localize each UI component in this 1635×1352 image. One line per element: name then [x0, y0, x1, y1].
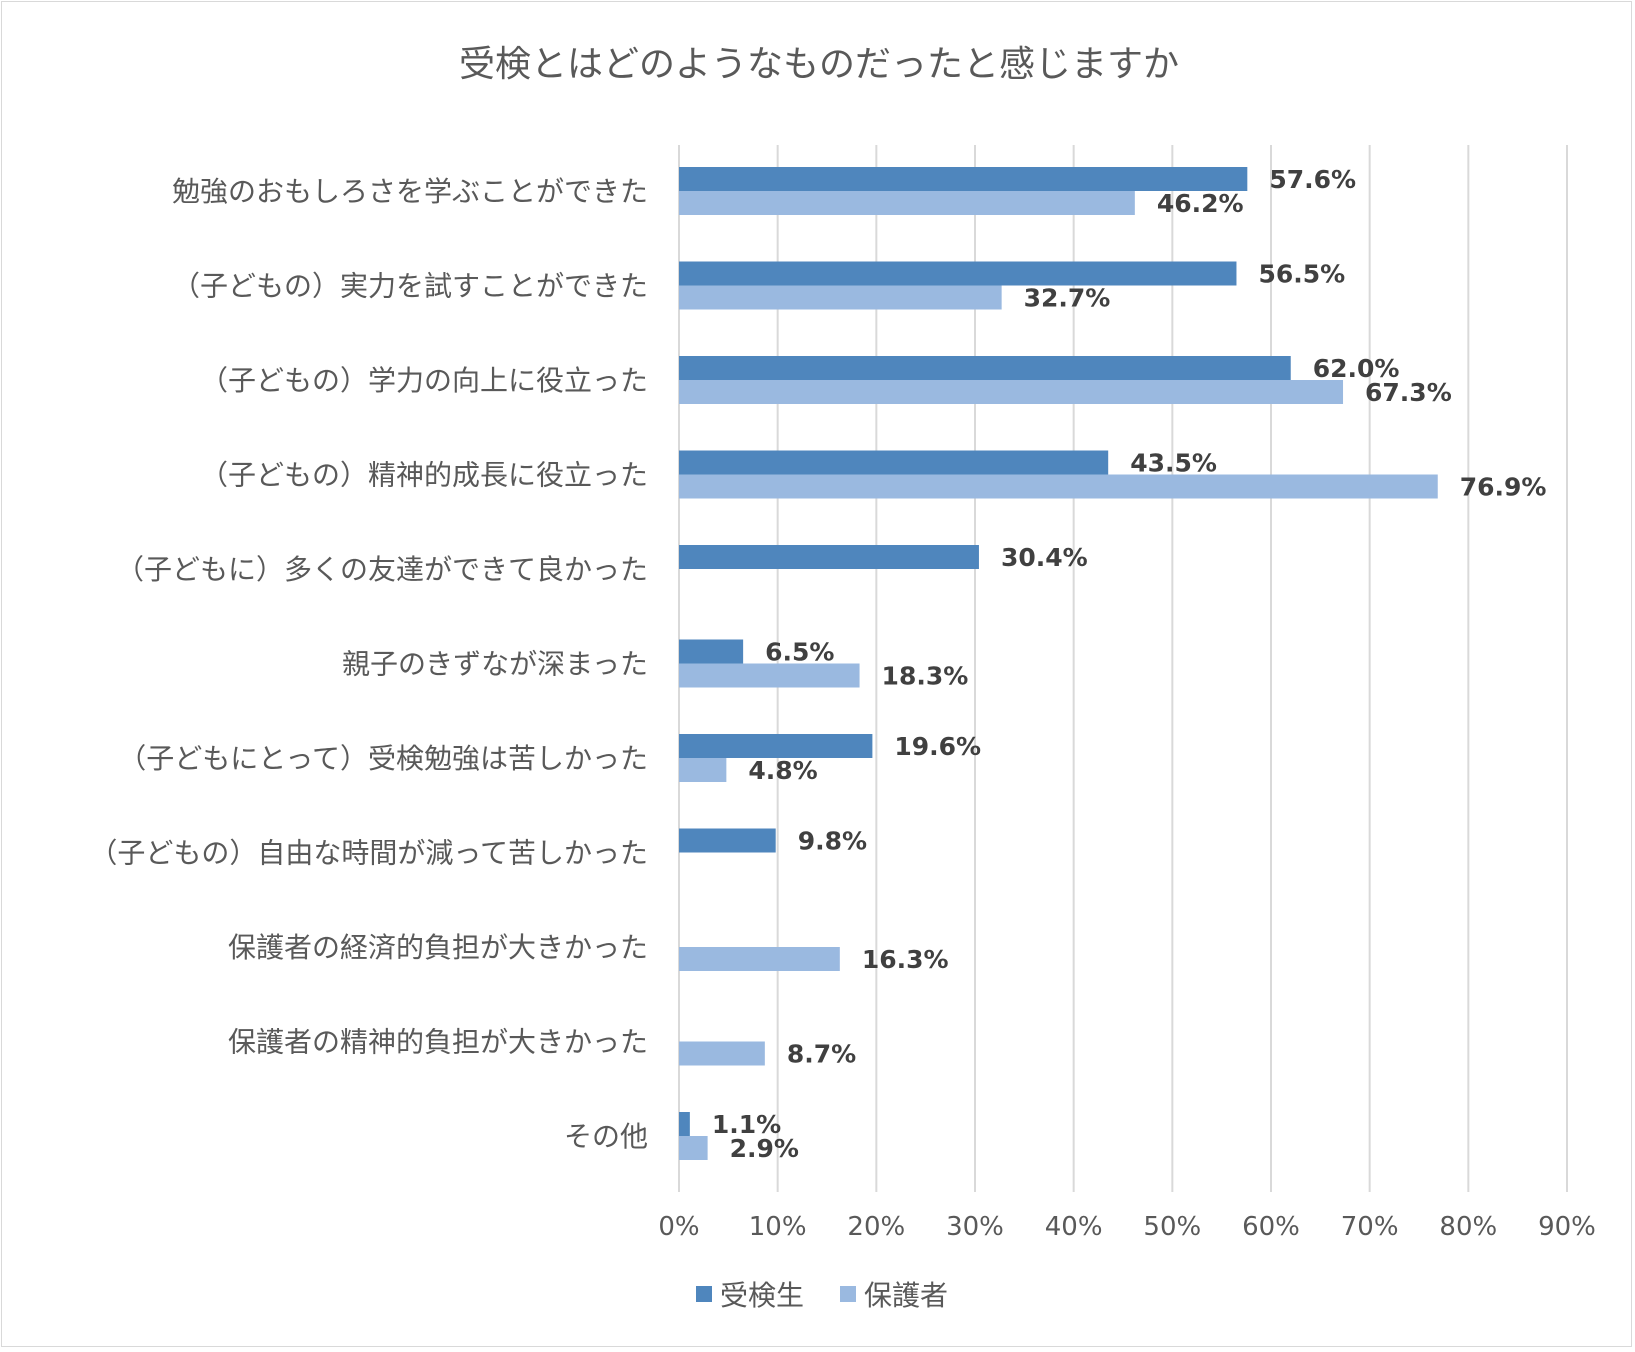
x-tick-label: 80%	[1439, 1212, 1497, 1242]
data-label: 57.6%	[1269, 165, 1356, 194]
bar-student	[679, 828, 776, 853]
bar-student	[679, 1112, 690, 1136]
bar-student	[679, 639, 744, 664]
bar-guardian	[679, 1041, 765, 1066]
legend: 受検生 保護者	[696, 1279, 948, 1312]
data-label: 2.9%	[730, 1134, 799, 1163]
category-label: 勉強のおもしろさを学ぶことができた	[172, 175, 648, 208]
category-label: 保護者の経済的負担が大きかった	[228, 931, 648, 964]
category-label: （子どもの）自由な時間が減って苦しかった	[89, 837, 648, 870]
x-axis-ticks: 0% 10% 20% 30% 40% 50% 60% 70% 80% 90%	[658, 1212, 1596, 1242]
category-labels: 勉強のおもしろさを学ぶことができた （子どもの）実力を試すことができた （子どもの）…	[89, 175, 648, 1153]
data-label: 43.5%	[1130, 449, 1217, 478]
data-label: 8.7%	[787, 1040, 856, 1069]
x-tick-label: 50%	[1143, 1212, 1201, 1242]
category-label: （子どもにとって）受検勉強は苦しかった	[118, 742, 648, 775]
x-tick-label: 70%	[1341, 1212, 1399, 1242]
bar-guardian	[679, 285, 1002, 310]
bar-guardian	[679, 1136, 708, 1160]
data-label: 56.5%	[1258, 260, 1345, 289]
data-label: 18.3%	[882, 662, 969, 691]
category-label: （子どもの）精神的成長に役立った	[200, 459, 648, 492]
category-label: （子どもの）実力を試すことができた	[172, 270, 648, 303]
bar-student	[679, 734, 873, 758]
data-label: 19.6%	[894, 732, 981, 761]
legend-label: 保護者	[864, 1279, 948, 1312]
bar-student	[679, 545, 979, 569]
x-tick-label: 60%	[1242, 1212, 1300, 1242]
bar-guardian	[679, 663, 860, 688]
data-label: 30.4%	[1001, 543, 1088, 572]
data-label: 6.5%	[765, 638, 834, 667]
legend-swatch	[840, 1286, 856, 1302]
data-labels: 57.6% 56.5% 62.0% 43.5% 30.4% 6.5% 19.6% 9.8% 1.…	[712, 165, 1547, 1163]
bars	[679, 167, 1438, 1160]
bar-guardian	[679, 380, 1344, 404]
data-label: 76.9%	[1460, 473, 1547, 502]
bar-guardian	[679, 947, 840, 971]
x-tick-label: 40%	[1045, 1212, 1103, 1242]
bar-student	[679, 356, 1291, 380]
x-tick-label: 90%	[1538, 1212, 1596, 1242]
bar-guardian	[679, 758, 727, 782]
bar-student	[679, 261, 1237, 286]
x-tick-label: 0%	[658, 1212, 699, 1242]
data-label: 32.7%	[1024, 284, 1111, 313]
data-label: 1.1%	[712, 1110, 781, 1139]
gridlines	[678, 145, 1568, 1192]
bar-student	[679, 167, 1248, 191]
category-label: 親子のきずなが深まった	[342, 648, 648, 681]
data-label: 62.0%	[1313, 354, 1400, 383]
category-label: （子どもの）学力の向上に役立った	[200, 364, 648, 397]
chart-title: 受検とはどのようなものだったと感じますか	[459, 44, 1179, 85]
bar-guardian	[679, 191, 1135, 215]
data-label: 4.8%	[748, 756, 817, 785]
bar-guardian	[679, 474, 1438, 499]
data-label: 67.3%	[1365, 378, 1452, 407]
category-label: 保護者の精神的負担が大きかった	[228, 1026, 648, 1059]
data-label: 9.8%	[798, 827, 867, 856]
bar-student	[679, 450, 1109, 475]
category-label: その他	[564, 1120, 648, 1153]
data-label: 46.2%	[1157, 189, 1244, 218]
x-tick-label: 30%	[946, 1212, 1004, 1242]
legend-label: 受検生	[720, 1279, 804, 1312]
x-tick-label: 20%	[847, 1212, 905, 1242]
x-tick-label: 10%	[749, 1212, 807, 1242]
legend-swatch	[696, 1286, 712, 1302]
category-label: （子どもに）多くの友達ができて良かった	[116, 553, 648, 586]
data-label: 16.3%	[862, 945, 949, 974]
